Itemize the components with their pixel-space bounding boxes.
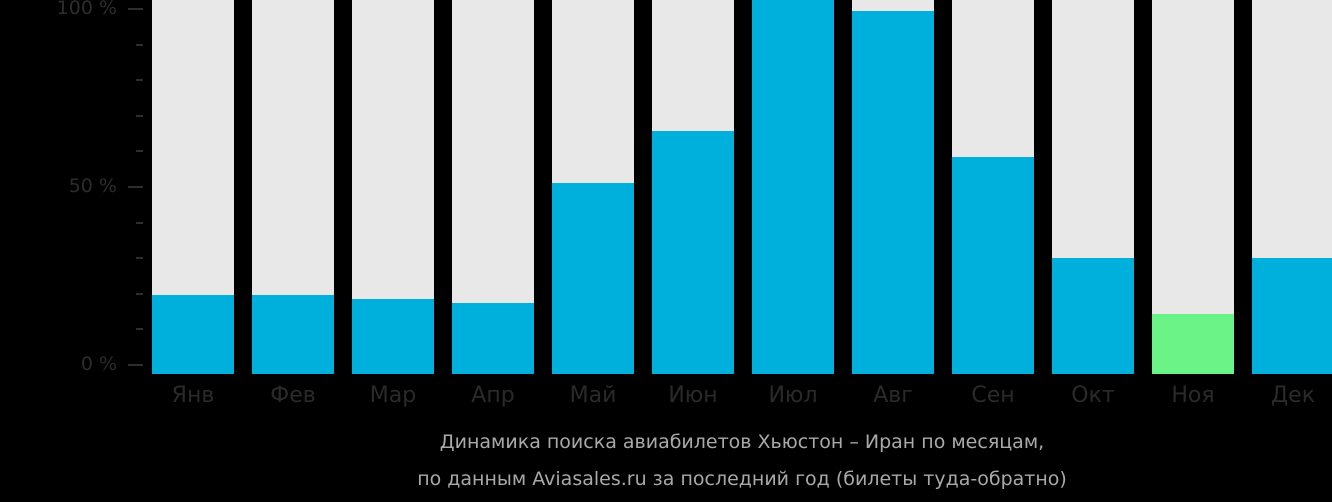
- y-axis-label: 50 %: [68, 175, 117, 197]
- y-tick-40: [136, 222, 143, 224]
- bar-value: [252, 295, 334, 374]
- x-axis-label: Авг: [873, 383, 913, 408]
- bar-12[interactable]: [1252, 0, 1332, 374]
- bar-8[interactable]: [852, 0, 934, 374]
- bar-10[interactable]: [1052, 0, 1134, 374]
- x-axis-label: Май: [569, 383, 617, 408]
- x-axis-label: Янв: [171, 383, 215, 408]
- bar-9[interactable]: [952, 0, 1034, 374]
- bar-7[interactable]: [752, 0, 834, 374]
- bar-4[interactable]: [452, 0, 534, 374]
- bar-value: [552, 183, 634, 374]
- x-axis-label: Сен: [971, 383, 1015, 408]
- bar-value: [1252, 258, 1332, 374]
- x-axis-label: Июл: [768, 383, 818, 408]
- bar-6[interactable]: [652, 0, 734, 374]
- y-tick-90: [136, 44, 143, 46]
- bar-value: [852, 11, 934, 374]
- bar-11[interactable]: [1152, 0, 1234, 374]
- x-axis-label: Окт: [1071, 383, 1115, 408]
- chart-caption-line-2: по данным Aviasales.ru за последний год …: [417, 468, 1067, 490]
- y-tick-50: [128, 186, 143, 188]
- y-tick-30: [136, 257, 143, 259]
- y-tick-100: [128, 8, 143, 10]
- bar-value: [452, 303, 534, 374]
- bar-2[interactable]: [252, 0, 334, 374]
- y-tick-0: [128, 364, 143, 366]
- bar-1[interactable]: [152, 0, 234, 374]
- bar-3[interactable]: [352, 0, 434, 374]
- x-axis-label: Дек: [1270, 383, 1315, 408]
- x-axis-label: Ноя: [1171, 383, 1215, 408]
- chart-caption-line-1: Динамика поиска авиабилетов Хьюстон – Ир…: [439, 431, 1045, 453]
- bar-value: [652, 131, 734, 374]
- y-tick-70: [136, 115, 143, 117]
- bar-value: [1052, 258, 1134, 374]
- x-axis-label: Июн: [668, 383, 718, 408]
- bar-value: [1152, 314, 1234, 374]
- bar-5[interactable]: [552, 0, 634, 374]
- x-axis-label: Фев: [270, 383, 316, 408]
- bar-value: [952, 157, 1034, 374]
- bar-value: [152, 295, 234, 374]
- x-axis-label: Мар: [369, 383, 417, 408]
- y-axis-label: 100 %: [56, 0, 117, 19]
- y-tick-10: [136, 328, 143, 330]
- y-axis-label: 0 %: [80, 353, 117, 375]
- y-tick-60: [136, 150, 143, 152]
- bar-value: [752, 0, 834, 374]
- y-tick-20: [136, 293, 143, 295]
- bar-value: [352, 299, 434, 374]
- x-axis-label: Апр: [471, 383, 515, 408]
- y-tick-80: [136, 79, 143, 81]
